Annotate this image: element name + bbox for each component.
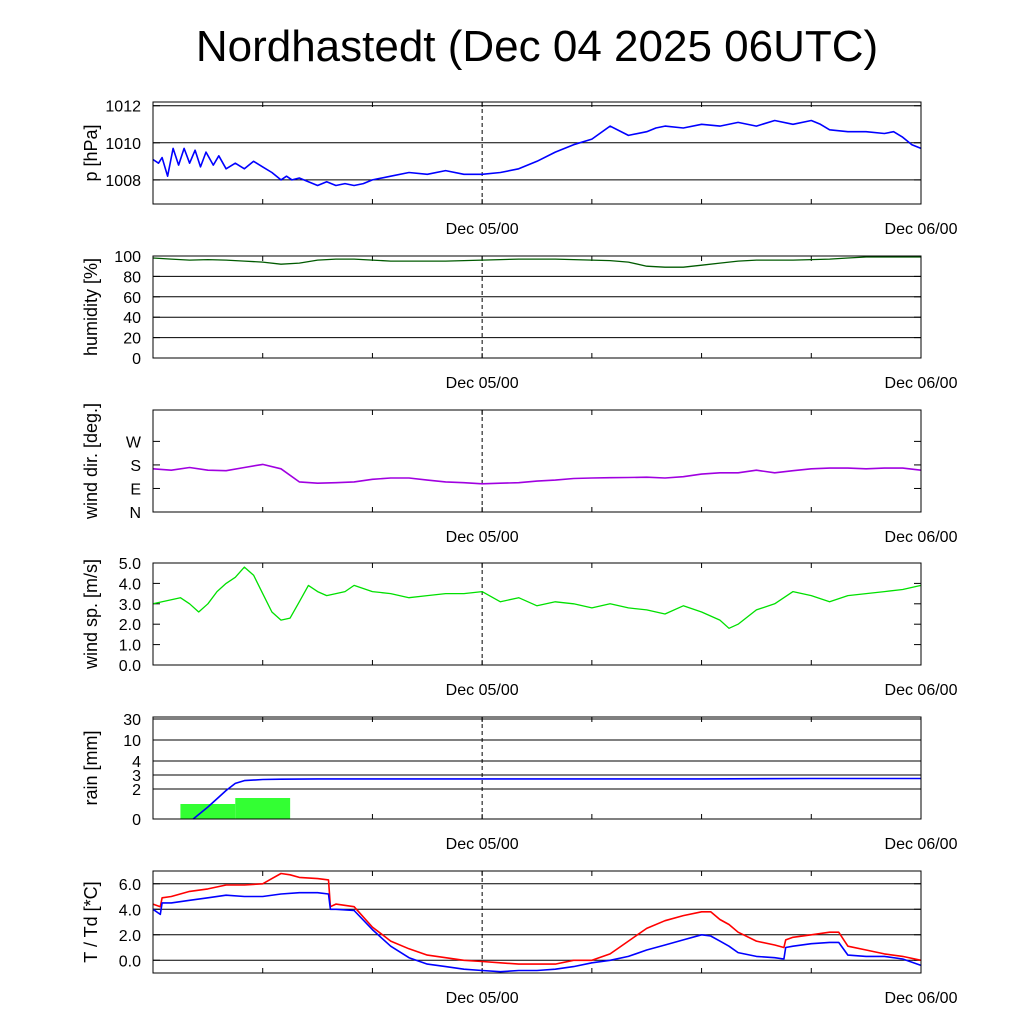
y-tick-label: 100 <box>114 249 141 266</box>
y-tick-label: 4.0 <box>119 576 141 593</box>
y-tick-label: N <box>129 505 141 522</box>
y-tick-label: W <box>126 434 142 451</box>
x-tick-label: Dec 06/00 <box>885 682 958 699</box>
series-line-wind_speed <box>152 566 922 629</box>
plot-frame <box>152 409 922 513</box>
y-tick-label: 5.0 <box>119 556 141 573</box>
y-axis-label: T / Td [*C] <box>81 881 101 962</box>
series-line-wind_dir <box>152 463 922 485</box>
rain-bar <box>235 798 291 819</box>
panel-1: 0 20 40 60 80 100 Dec 05/00 Dec 06/00 humidity [… <box>81 249 958 392</box>
y-tick-label: 0.0 <box>119 658 141 675</box>
panel-4: 0 234 10 30 Dec 05/00 Dec 06/00 rain [mm] <box>81 712 958 853</box>
x-tick-label: Dec 05/00 <box>446 836 519 853</box>
y-tick-label: 1010 <box>105 136 141 153</box>
y-tick-label: 3 <box>132 768 141 785</box>
y-tick-label: 6.0 <box>119 877 141 894</box>
x-tick-label: Dec 06/00 <box>885 836 958 853</box>
y-tick-label: 1.0 <box>119 638 141 655</box>
y-tick-label: 60 <box>123 290 141 307</box>
plot-frame <box>152 716 922 820</box>
y-tick-label: 80 <box>123 269 141 286</box>
y-tick-label: 0 <box>132 812 141 829</box>
series-line-rain_line <box>192 777 921 820</box>
y-tick-label: 2.0 <box>119 928 141 945</box>
plot-frame <box>152 255 922 359</box>
y-tick-label: 0 <box>132 351 141 368</box>
x-tick-label: Dec 05/00 <box>446 221 519 238</box>
y-tick-label: 30 <box>123 712 141 729</box>
x-tick-label: Dec 05/00 <box>446 990 519 1007</box>
y-axis-label: p [hPa] <box>81 124 101 181</box>
y-tick-label: 20 <box>123 331 141 348</box>
y-tick-label: S <box>130 458 141 475</box>
y-tick-label: 10 <box>123 733 141 750</box>
y-tick-label: 4.0 <box>119 902 141 919</box>
plot-frame <box>152 562 922 666</box>
series-line-dewpoint <box>152 891 922 973</box>
y-tick-label: 3.0 <box>119 597 141 614</box>
rain-bar <box>180 804 236 819</box>
y-axis-label: wind sp. [m/s] <box>81 559 101 670</box>
y-tick-label: E <box>130 481 141 498</box>
plot-frame <box>152 870 922 974</box>
y-tick-label: 1008 <box>105 173 141 190</box>
panel-0: 1008 1010 1012 Dec 05/00 Dec 06/00 p [hPa] <box>81 99 958 238</box>
y-tick-label: 4 <box>132 754 141 771</box>
y-tick-label: 2 <box>132 782 141 799</box>
x-tick-label: Dec 05/00 <box>446 682 519 699</box>
x-tick-label: Dec 06/00 <box>885 375 958 392</box>
panel-3: 0.0 1.0 2.0 3.0 4.0 5.0 Dec 05/00 Dec 06/00 wind… <box>81 556 958 699</box>
y-tick-label: 0.0 <box>119 953 141 970</box>
y-axis-label: humidity [%] <box>81 258 101 356</box>
plot-frame <box>152 101 922 205</box>
x-tick-label: Dec 06/00 <box>885 529 958 546</box>
panel-5: 0.0 2.0 4.0 6.0 Dec 05/00 Dec 06/00 T / Td [*C… <box>81 870 958 1007</box>
y-tick-label: 40 <box>123 310 141 327</box>
x-tick-label: Dec 06/00 <box>885 221 958 238</box>
series-line-pressure <box>152 119 922 187</box>
y-axis-label: rain [mm] <box>81 730 101 805</box>
y-tick-label: 2.0 <box>119 617 141 634</box>
x-tick-label: Dec 05/00 <box>446 529 519 546</box>
series-line-temperature <box>152 872 922 965</box>
page-title: Nordhastedt (Dec 04 2025 06UTC) <box>195 22 879 71</box>
series-line-humidity <box>152 256 921 268</box>
x-tick-label: Dec 06/00 <box>885 990 958 1007</box>
y-tick-label: 1012 <box>105 99 141 116</box>
x-tick-label: Dec 05/00 <box>446 375 519 392</box>
y-axis-label: wind dir. [deg.] <box>81 403 101 520</box>
